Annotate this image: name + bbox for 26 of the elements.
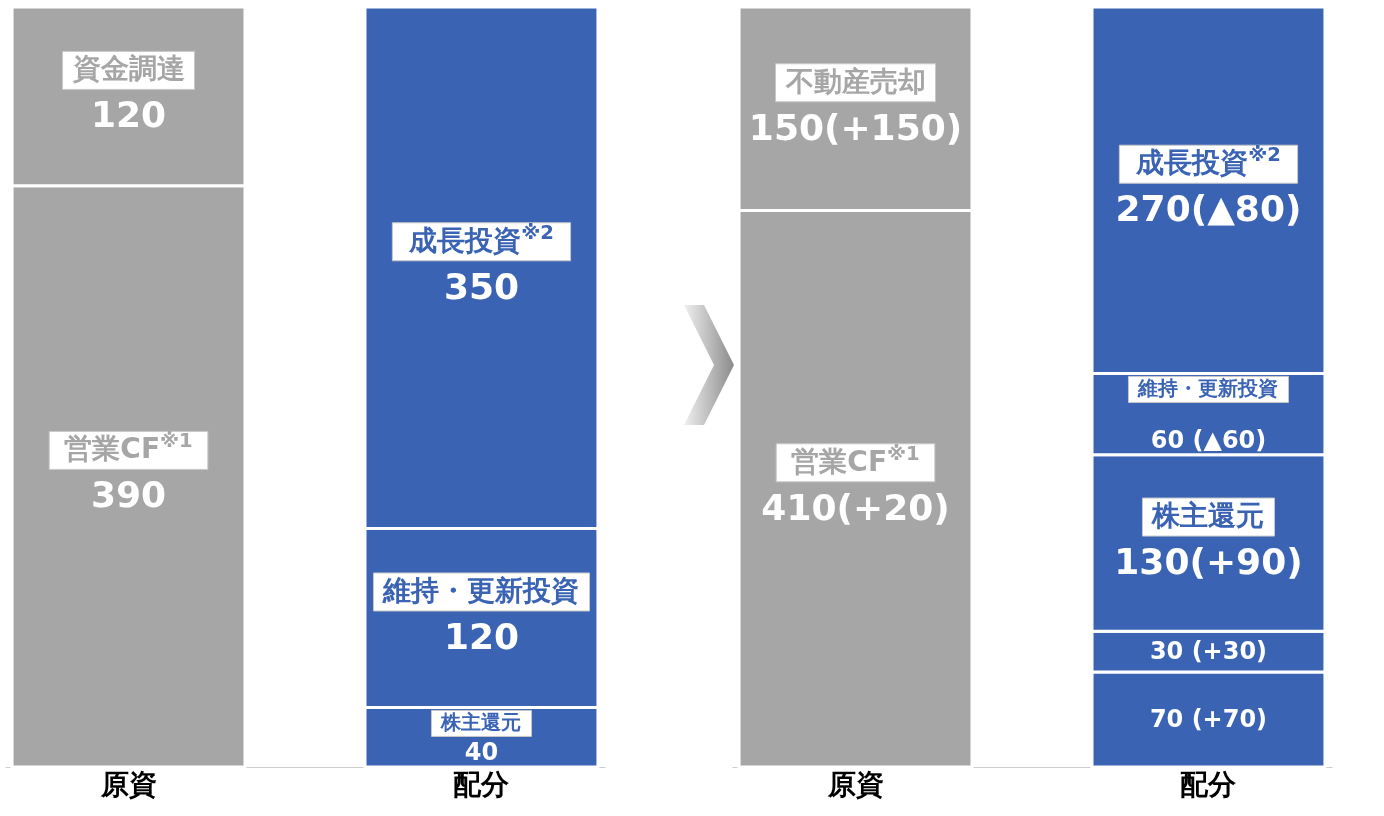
series-label: 成長投資$^{※2}$ xyxy=(1135,142,1281,180)
series-label: 営業CF$^{※1}$ xyxy=(64,428,193,466)
x-tick-label: 原資 xyxy=(99,767,157,801)
x-tick-label: 配分 xyxy=(453,767,511,801)
data-label: 270(▲80) xyxy=(1115,188,1302,230)
series-label: 株主還元 xyxy=(1151,499,1265,533)
series-label: 成長投資$^{※2}$ xyxy=(408,220,554,257)
data-label: 130(+90) xyxy=(1114,541,1303,583)
data-label: 120 xyxy=(443,615,520,657)
series-label: 維持・更新投資 xyxy=(382,573,580,607)
series-label: 維持・更新投資 xyxy=(1137,376,1279,401)
series-label: 営業CF$^{※1}$ xyxy=(791,441,920,478)
x-tick-label: 配分 xyxy=(1180,767,1238,801)
series-label: 不動産売却 xyxy=(784,64,926,98)
data-label: 60 (▲60) xyxy=(1150,425,1267,454)
series-label: 資金調達 xyxy=(71,52,185,86)
data-label: 350 xyxy=(443,265,520,307)
data-label: 410(+20) xyxy=(761,486,950,528)
series-label: 株主還元 xyxy=(440,710,522,735)
data-label: 40 xyxy=(464,738,499,766)
data-label: 150(+150) xyxy=(748,106,963,148)
x-tick-label: 原資 xyxy=(826,767,884,801)
data-label: 70 (+70) xyxy=(1149,704,1268,733)
data-label: 390 xyxy=(90,474,167,516)
data-label: 30 (+30) xyxy=(1149,636,1268,665)
data-label: 120 xyxy=(90,94,167,136)
